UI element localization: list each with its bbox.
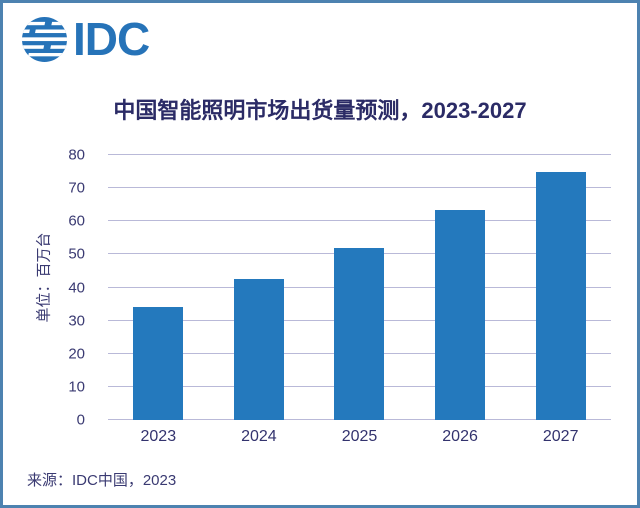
- x-tick-label-2023: 2023: [140, 428, 177, 445]
- y-tick-label-40: 40: [68, 279, 85, 296]
- gridline-70: [108, 187, 611, 189]
- idc-globe-icon: [21, 16, 68, 63]
- bar-cell-2026: [410, 155, 511, 420]
- logo-brand-text: IDC: [73, 13, 150, 65]
- bar-series: [108, 155, 611, 420]
- gridline-80: [108, 154, 611, 155]
- bar-2025: [334, 247, 385, 420]
- bar-2024: [233, 279, 284, 420]
- x-tick-label-2026: 2026: [442, 428, 478, 445]
- bar-2023: [133, 307, 184, 420]
- y-tick-label-20: 20: [68, 345, 85, 363]
- x-axis-labels: 2023 2024 2025 2026 2027: [108, 428, 611, 446]
- y-tick-label-30: 30: [68, 312, 85, 330]
- gridline-60: [108, 220, 611, 222]
- chart-title: 中国智能照明市场出货量预测，2023-2027: [113, 98, 527, 123]
- idc-logo: IDC: [21, 13, 150, 65]
- x-tick-label-2025: 2025: [341, 428, 378, 445]
- plot-area: [108, 154, 611, 420]
- y-axis-ticks: 0 10 20 30 40 50 60 70 80: [43, 147, 85, 429]
- x-tick-label-2024: 2024: [241, 428, 277, 445]
- y-tick-label-60: 60: [68, 212, 85, 230]
- bar-2026: [435, 209, 486, 420]
- y-tick-label-80: 80: [68, 146, 85, 164]
- bar-cell-2025: [309, 155, 410, 420]
- y-tick-label-70: 70: [68, 179, 85, 197]
- y-tick-label-0: 0: [76, 411, 85, 429]
- bar-cell-2024: [209, 155, 310, 420]
- x-tick-label-2027: 2027: [542, 428, 579, 445]
- bar-cell-2023: [108, 155, 209, 420]
- source-note: 来源：IDC中国，2023: [27, 472, 177, 489]
- bar-2027: [535, 171, 586, 420]
- y-tick-label-50: 50: [68, 245, 85, 263]
- y-tick-label-10: 10: [68, 378, 85, 396]
- bar-cell-2027: [510, 155, 611, 420]
